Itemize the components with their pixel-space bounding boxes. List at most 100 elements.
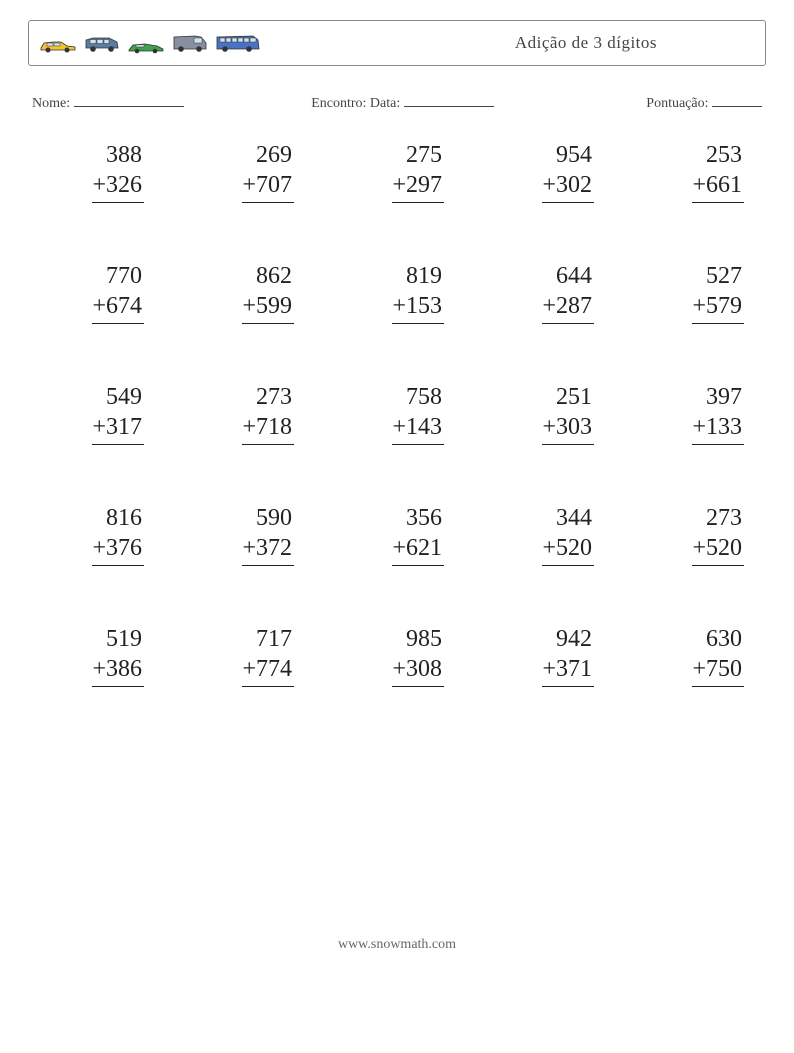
addend-top: 942 (542, 624, 594, 654)
worksheet-page: Adição de 3 dígitos Nome: Encontro: Data… (0, 0, 794, 973)
addend-bottom: +621 (392, 533, 444, 566)
addend-bottom: +661 (692, 170, 744, 203)
problem-column: 985+308 (392, 624, 444, 687)
addend-bottom: +287 (542, 291, 594, 324)
problem-column: 942+371 (542, 624, 594, 687)
addend-top: 816 (92, 503, 144, 533)
addend-top: 549 (92, 382, 144, 412)
addend-top: 717 (242, 624, 294, 654)
name-label: Nome: (32, 96, 70, 111)
addition-problem: 862+599 (182, 261, 312, 324)
addition-problem: 527+579 (632, 261, 762, 324)
addition-problem: 273+520 (632, 503, 762, 566)
addition-problem: 942+371 (482, 624, 612, 687)
addend-bottom: +308 (392, 654, 444, 687)
addend-top: 388 (92, 140, 144, 170)
meta-row: Nome: Encontro: Data: Pontuação: (28, 92, 766, 112)
problem-column: 253+661 (692, 140, 744, 203)
vehicle-icons (39, 32, 261, 54)
addition-problem: 770+674 (32, 261, 162, 324)
date-blank (404, 92, 494, 107)
addend-bottom: +579 (692, 291, 744, 324)
addend-top: 819 (392, 261, 444, 291)
addend-bottom: +303 (542, 412, 594, 445)
addition-problem: 388+326 (32, 140, 162, 203)
addend-bottom: +143 (392, 412, 444, 445)
score-label: Pontuação: (646, 96, 708, 111)
addend-top: 397 (692, 382, 744, 412)
addend-top: 590 (242, 503, 294, 533)
addend-top: 758 (392, 382, 444, 412)
footer-url: www.snowmath.com (28, 937, 766, 973)
problem-column: 717+774 (242, 624, 294, 687)
problem-column: 819+153 (392, 261, 444, 324)
meta-score: Pontuação: (646, 92, 762, 112)
addend-top: 630 (692, 624, 744, 654)
addition-problem: 253+661 (632, 140, 762, 203)
problem-column: 770+674 (92, 261, 144, 324)
score-blank (712, 92, 762, 107)
addition-problem: 819+153 (332, 261, 462, 324)
header-box: Adição de 3 dígitos (28, 20, 766, 66)
addend-bottom: +372 (242, 533, 294, 566)
problem-column: 758+143 (392, 382, 444, 445)
problems-grid: 388+326269+707275+297954+302253+661770+6… (28, 140, 766, 687)
addend-bottom: +707 (242, 170, 294, 203)
addend-bottom: +386 (92, 654, 144, 687)
addend-top: 356 (392, 503, 444, 533)
meta-date: Encontro: Data: (311, 92, 646, 112)
addend-top: 344 (542, 503, 594, 533)
problem-column: 527+579 (692, 261, 744, 324)
addition-problem: 630+750 (632, 624, 762, 687)
problem-column: 644+287 (542, 261, 594, 324)
addend-bottom: +317 (92, 412, 144, 445)
addend-bottom: +302 (542, 170, 594, 203)
car-sedan-icon (39, 36, 77, 54)
addend-bottom: +133 (692, 412, 744, 445)
addition-problem: 519+386 (32, 624, 162, 687)
car-sports-icon (127, 40, 165, 54)
addition-problem: 356+621 (332, 503, 462, 566)
addend-bottom: +774 (242, 654, 294, 687)
addend-top: 273 (692, 503, 744, 533)
problem-column: 275+297 (392, 140, 444, 203)
addend-top: 770 (92, 261, 144, 291)
addend-top: 269 (242, 140, 294, 170)
problem-column: 630+750 (692, 624, 744, 687)
addend-bottom: +674 (92, 291, 144, 324)
addend-top: 275 (392, 140, 444, 170)
date-label: Encontro: Data: (311, 96, 400, 111)
addition-problem: 644+287 (482, 261, 612, 324)
problem-column: 388+326 (92, 140, 144, 203)
addend-bottom: +371 (542, 654, 594, 687)
problem-column: 251+303 (542, 382, 594, 445)
addition-problem: 344+520 (482, 503, 612, 566)
addition-problem: 717+774 (182, 624, 312, 687)
problem-column: 273+520 (692, 503, 744, 566)
addend-top: 273 (242, 382, 294, 412)
addend-bottom: +718 (242, 412, 294, 445)
name-blank (74, 92, 184, 107)
addition-problem: 251+303 (482, 382, 612, 445)
problem-column: 519+386 (92, 624, 144, 687)
addition-problem: 816+376 (32, 503, 162, 566)
addend-top: 644 (542, 261, 594, 291)
car-suv-icon (83, 34, 121, 54)
addend-top: 519 (92, 624, 144, 654)
problem-column: 273+718 (242, 382, 294, 445)
addition-problem: 590+372 (182, 503, 312, 566)
addition-problem: 954+302 (482, 140, 612, 203)
meta-name: Nome: (32, 92, 311, 112)
addend-top: 862 (242, 261, 294, 291)
addition-problem: 273+718 (182, 382, 312, 445)
car-van-icon (171, 32, 209, 54)
addend-bottom: +520 (692, 533, 744, 566)
addition-problem: 269+707 (182, 140, 312, 203)
addition-problem: 758+143 (332, 382, 462, 445)
problem-column: 356+621 (392, 503, 444, 566)
problem-column: 954+302 (542, 140, 594, 203)
addend-bottom: +376 (92, 533, 144, 566)
worksheet-title: Adição de 3 dígitos (515, 33, 747, 53)
addition-problem: 275+297 (332, 140, 462, 203)
addend-bottom: +297 (392, 170, 444, 203)
